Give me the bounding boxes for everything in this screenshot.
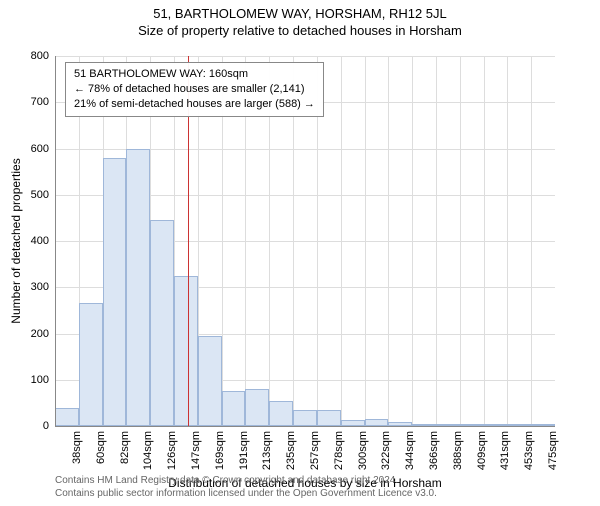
histogram-bar [55,408,79,427]
xtick-label: 257sqm [309,431,321,470]
histogram-bar [126,149,150,427]
gridline-v [507,56,508,426]
xtick-label: 344sqm [404,431,416,470]
xtick-label: 300sqm [357,431,369,470]
histogram-bar [245,389,269,426]
xtick-label: 278sqm [333,431,345,470]
xtick-label: 475sqm [547,431,559,470]
xtick-label: 147sqm [190,431,202,470]
histogram-bar [365,419,389,426]
footer-line2: Contains public sector information licen… [55,487,437,500]
xtick-label: 431sqm [499,431,511,470]
xtick-label: 453sqm [523,431,535,470]
xtick-label: 409sqm [476,431,488,470]
histogram-bar [317,410,341,426]
xtick-label: 388sqm [452,431,464,470]
ytick-label: 800 [9,50,49,62]
gridline-v [436,56,437,426]
page-title: 51, BARTHOLOMEW WAY, HORSHAM, RH12 5JL [0,6,600,21]
histogram-chart: 010020030040050060070080038sqm60sqm82sqm… [55,56,555,426]
gridline-v [484,56,485,426]
histogram-bar [79,303,103,426]
xtick-label: 235sqm [285,431,297,470]
gridline-v [388,56,389,426]
xtick-label: 191sqm [238,431,250,470]
gridline-v [341,56,342,426]
xtick-label: 169sqm [214,431,226,470]
footer-line1: Contains HM Land Registry data © Crown c… [55,474,437,487]
y-axis-label: Number of detached properties [9,158,23,323]
annotation-line3: 21% of semi-detached houses are larger (… [74,97,315,112]
histogram-bar [198,336,222,426]
xtick-label: 60sqm [95,431,107,464]
page-subtitle: Size of property relative to detached ho… [0,23,600,38]
x-axis-line [55,426,555,427]
histogram-bar [103,158,127,426]
annotation-box: 51 BARTHOLOMEW WAY: 160sqm ← 78% of deta… [65,62,324,117]
gridline-v [460,56,461,426]
gridline-v [412,56,413,426]
ytick-label: 600 [9,143,49,155]
ytick-label: 700 [9,96,49,108]
annotation-line1: 51 BARTHOLOMEW WAY: 160sqm [74,67,315,82]
xtick-label: 38sqm [71,431,83,464]
histogram-bar [293,410,317,426]
xtick-label: 104sqm [142,431,154,470]
xtick-label: 322sqm [380,431,392,470]
histogram-bar [222,391,246,426]
xtick-label: 366sqm [428,431,440,470]
gridline-v [365,56,366,426]
histogram-bar [269,401,293,426]
ytick-label: 200 [9,328,49,340]
xtick-label: 126sqm [166,431,178,470]
ytick-label: 0 [9,420,49,432]
ytick-label: 100 [9,374,49,386]
gridline-h [55,56,555,57]
xtick-label: 213sqm [261,431,273,470]
gridline-v [531,56,532,426]
histogram-bar [150,220,174,426]
histogram-bar [174,276,198,426]
footer: Contains HM Land Registry data © Crown c… [55,474,437,500]
xtick-label: 82sqm [119,431,131,464]
annotation-line2: ← 78% of detached houses are smaller (2,… [74,82,315,97]
y-axis-line [55,56,56,426]
